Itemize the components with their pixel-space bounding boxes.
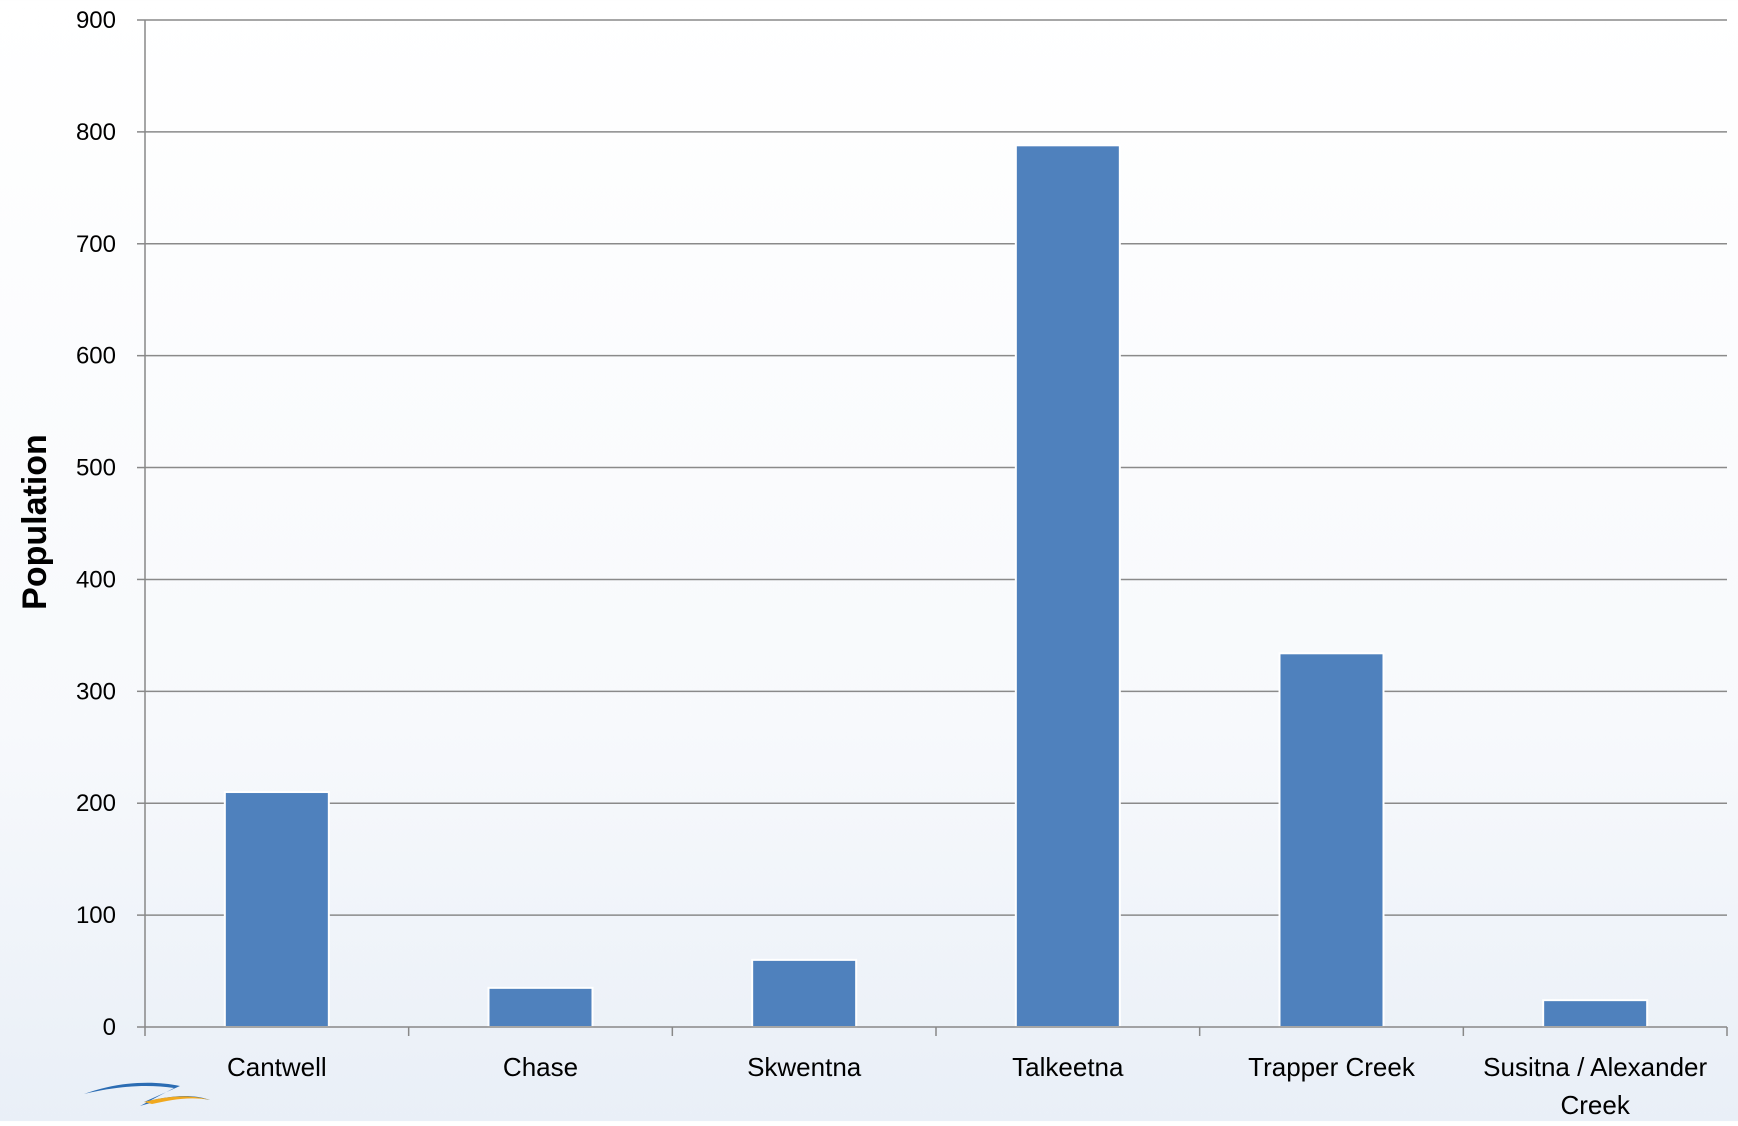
bar-talkeetna: [1014, 144, 1121, 1028]
swoosh-logo-icon: [84, 1082, 210, 1106]
bars: [223, 144, 1649, 1029]
y-tick-label: 500: [76, 455, 116, 482]
bar-susitna-alexander-creek: [1542, 999, 1649, 1028]
x-tick-label: Chase: [503, 1052, 578, 1082]
x-tick-label: Susitna / Alexander Creek: [1483, 1052, 1707, 1120]
x-tick-label: Trapper Creek: [1248, 1052, 1416, 1082]
gridlines: [145, 19, 1727, 916]
y-tick-label: 900: [76, 7, 116, 34]
y-tick-label: 200: [76, 790, 116, 817]
y-tick-label: 400: [76, 566, 116, 593]
x-tick-labels: Cantwell Chase Skwentna Talkeetna Trapper Cr…: [227, 1052, 1708, 1120]
y-tick-labels: 0 100 200 300 400 500 600 700 800 900: [76, 7, 116, 1041]
y-tick-label: 100: [76, 902, 116, 929]
bar-trapper-creek: [1278, 652, 1385, 1029]
y-tick-label: 800: [76, 119, 116, 146]
bar-skwentna: [751, 958, 858, 1028]
y-tick-label: 0: [103, 1014, 116, 1041]
y-tick-label: 300: [76, 678, 116, 705]
bar-cantwell: [223, 791, 330, 1028]
y-axis-label: Population: [16, 434, 54, 610]
x-tick-label: Cantwell: [227, 1052, 327, 1082]
y-tick-label: 600: [76, 343, 116, 370]
axes: [137, 19, 1728, 1036]
bar-chase: [487, 986, 594, 1028]
x-tick-label: Talkeetna: [1012, 1052, 1124, 1082]
x-tick-label: Skwentna: [747, 1052, 862, 1082]
y-tick-label: 700: [76, 231, 116, 258]
